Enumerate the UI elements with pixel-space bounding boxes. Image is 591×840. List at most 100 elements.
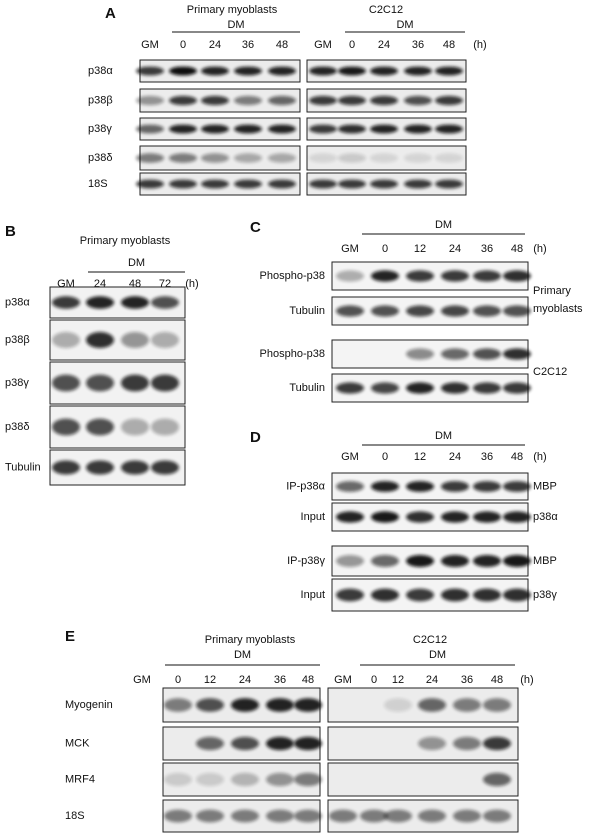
side-label: myoblasts	[533, 303, 583, 315]
blot-band	[406, 382, 434, 394]
blot-band	[418, 809, 446, 823]
blot-band	[86, 460, 114, 475]
row-label: Tubulin	[289, 382, 325, 394]
blot-band	[151, 418, 179, 436]
unit-label: (h)	[533, 243, 546, 255]
blot-band	[336, 555, 364, 567]
blot-band	[52, 418, 80, 436]
lane-label: 24	[239, 674, 251, 686]
blot-band	[370, 124, 398, 134]
lane-label: 24	[426, 674, 438, 686]
blot-band	[266, 736, 294, 751]
blot-band	[404, 124, 432, 134]
blot-band	[121, 374, 149, 392]
row-label: IP-p38α	[286, 480, 325, 492]
row-label: IP-p38γ	[287, 555, 325, 567]
blot-band	[234, 153, 262, 163]
panel-label: B	[5, 223, 16, 240]
blot-band	[406, 305, 434, 317]
blot-band	[441, 348, 469, 360]
blot-band	[86, 374, 114, 392]
lane-label: 12	[414, 243, 426, 255]
lane-label: GM	[341, 451, 359, 463]
condition-label: DM	[435, 430, 452, 442]
lane-label: 48	[443, 39, 455, 51]
row-label: MRF4	[65, 773, 95, 785]
blot-band	[266, 698, 294, 712]
lane-label: 24	[449, 451, 461, 463]
blot-band	[418, 736, 446, 751]
blot-band	[266, 772, 294, 787]
blot-band	[164, 772, 192, 787]
blot-band	[453, 809, 481, 823]
blot-band	[52, 296, 80, 309]
side-label: Primary	[533, 285, 571, 297]
row-label: Phospho-p38	[260, 270, 325, 282]
blot-band	[406, 348, 434, 360]
blot-band	[435, 124, 463, 134]
row-label: p38β	[88, 94, 113, 106]
blot-band	[121, 332, 149, 348]
blot-band	[473, 348, 501, 360]
blot-band	[503, 511, 531, 523]
condition-label: DM	[227, 19, 244, 31]
blot-band	[483, 736, 511, 751]
blot-band	[294, 809, 322, 823]
side-label: C2C12	[533, 366, 567, 378]
blot-band	[435, 153, 463, 163]
condition-label: DM	[128, 257, 145, 269]
lane-label: GM	[141, 39, 159, 51]
blot-band	[441, 588, 469, 602]
blot-band	[151, 332, 179, 348]
lane-label: 36	[274, 674, 286, 686]
blot-band	[404, 153, 432, 163]
condition-label: DM	[234, 649, 251, 661]
lane-label: 0	[180, 39, 186, 51]
panel-label: C	[250, 219, 261, 236]
blot-band	[406, 481, 434, 492]
blot-band	[483, 772, 511, 787]
blot-band	[336, 511, 364, 523]
blot-band	[473, 588, 501, 602]
lane-label: 24	[449, 243, 461, 255]
blot-band	[370, 179, 398, 189]
blot-band	[336, 270, 364, 282]
group-title: C2C12	[413, 634, 447, 646]
lane-label: 0	[349, 39, 355, 51]
blot-band	[309, 124, 337, 134]
blot-band	[169, 153, 197, 163]
blot-band	[473, 555, 501, 567]
blot-band	[384, 698, 412, 712]
blot-band	[338, 124, 366, 134]
blot-band	[201, 153, 229, 163]
blot-band	[338, 153, 366, 163]
lane-label: 36	[412, 39, 424, 51]
blot-band	[441, 382, 469, 394]
blot-band	[268, 95, 296, 106]
lane-label: 48	[511, 451, 523, 463]
lane-label: 48	[276, 39, 288, 51]
lane-label: 48	[511, 243, 523, 255]
row-label: p38δ	[5, 421, 29, 433]
blot-band	[196, 736, 224, 751]
lane-label: 36	[481, 243, 493, 255]
blot-band	[503, 481, 531, 492]
blot-band	[441, 555, 469, 567]
blot-band	[336, 481, 364, 492]
blot-band	[309, 66, 337, 76]
blot-band	[169, 66, 197, 76]
blot-band	[503, 348, 531, 360]
unit-label: (h)	[185, 278, 198, 290]
blot-band	[136, 95, 164, 106]
blot-band	[266, 809, 294, 823]
blot-band	[441, 511, 469, 523]
lane-label: 36	[481, 451, 493, 463]
blot-band	[483, 698, 511, 712]
blot-band	[169, 95, 197, 106]
blot-band	[404, 95, 432, 106]
blot-band	[201, 124, 229, 134]
blot-band	[473, 511, 501, 523]
blot-band	[169, 124, 197, 134]
blot-band	[370, 153, 398, 163]
unit-label: (h)	[473, 39, 486, 51]
